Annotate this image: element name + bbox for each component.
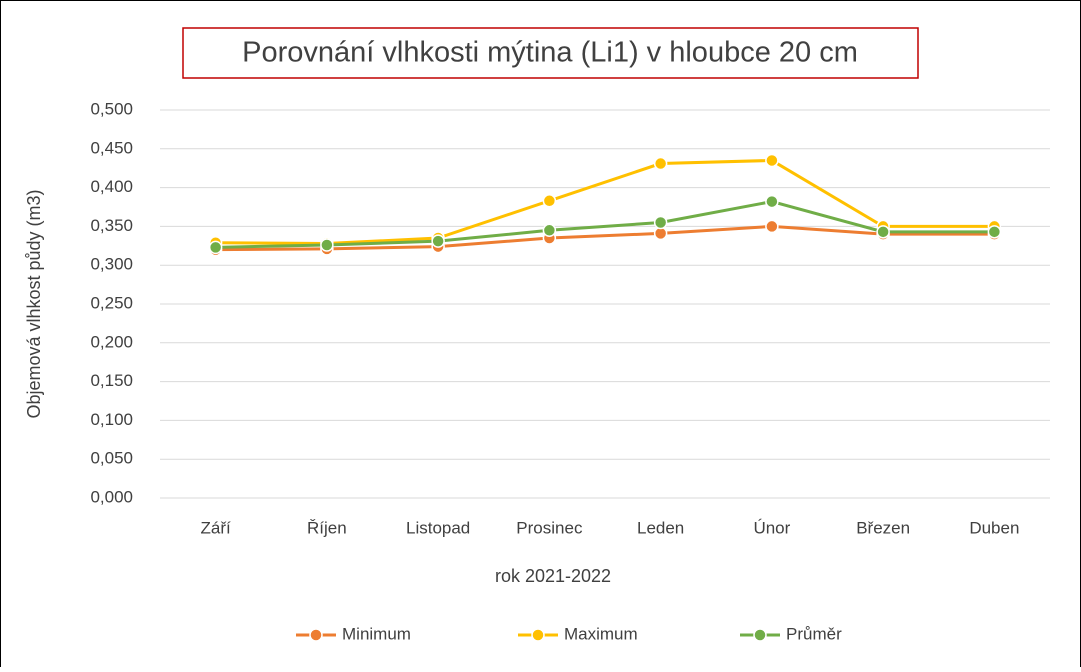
legend-marker [531,628,545,642]
data-point [765,194,779,209]
y-tick-label: 0,000 [90,487,133,506]
y-tick-label: 0,150 [90,371,133,390]
data-point [208,240,223,255]
legend-marker [309,628,323,642]
series-line [215,224,995,252]
data-point [653,156,668,171]
data-point [653,215,668,230]
data-point [431,234,445,248]
x-tick-label: Únor [753,518,790,537]
series-line [215,158,995,245]
y-tick-label: 0,400 [90,177,133,196]
x-tick-label: Prosinec [516,518,583,537]
x-tick-label: Září [201,518,232,537]
legend-label: Maximum [564,624,638,643]
series-line [215,200,995,249]
x-tick-label: Listopad [406,518,470,537]
legend-marker [753,628,767,642]
y-tick-label: 0,300 [90,255,133,274]
y-tick-label: 0,200 [90,332,133,351]
y-tick-label: 0,250 [90,293,133,312]
legend-label: Minimum [342,624,411,643]
y-tick-label: 0,100 [90,410,133,429]
data-point [987,225,1002,239]
y-axis-title: Objemová vlhkost půdy (m3) [24,189,44,418]
data-point [765,153,779,168]
legend-label: Průměr [786,624,842,643]
y-tick-label: 0,500 [90,99,133,118]
y-tick-label: 0,350 [90,216,133,235]
data-point [542,194,557,208]
x-tick-label: Říjen [307,518,347,537]
title-box [182,27,919,79]
data-point [876,225,890,239]
x-tick-label: Březen [856,518,910,537]
y-tick-label: 0,450 [90,138,133,157]
y-tick-label: 0,050 [90,449,133,468]
data-point [320,238,334,252]
data-point [542,223,557,238]
data-point [765,219,779,234]
x-axis-title: rok 2021-2022 [495,566,611,586]
chart-title: Porovnání vlhkosti mýtina (Li1) v hloubc… [242,37,858,69]
x-tick-label: Duben [969,518,1019,537]
x-tick-label: Leden [637,518,684,537]
